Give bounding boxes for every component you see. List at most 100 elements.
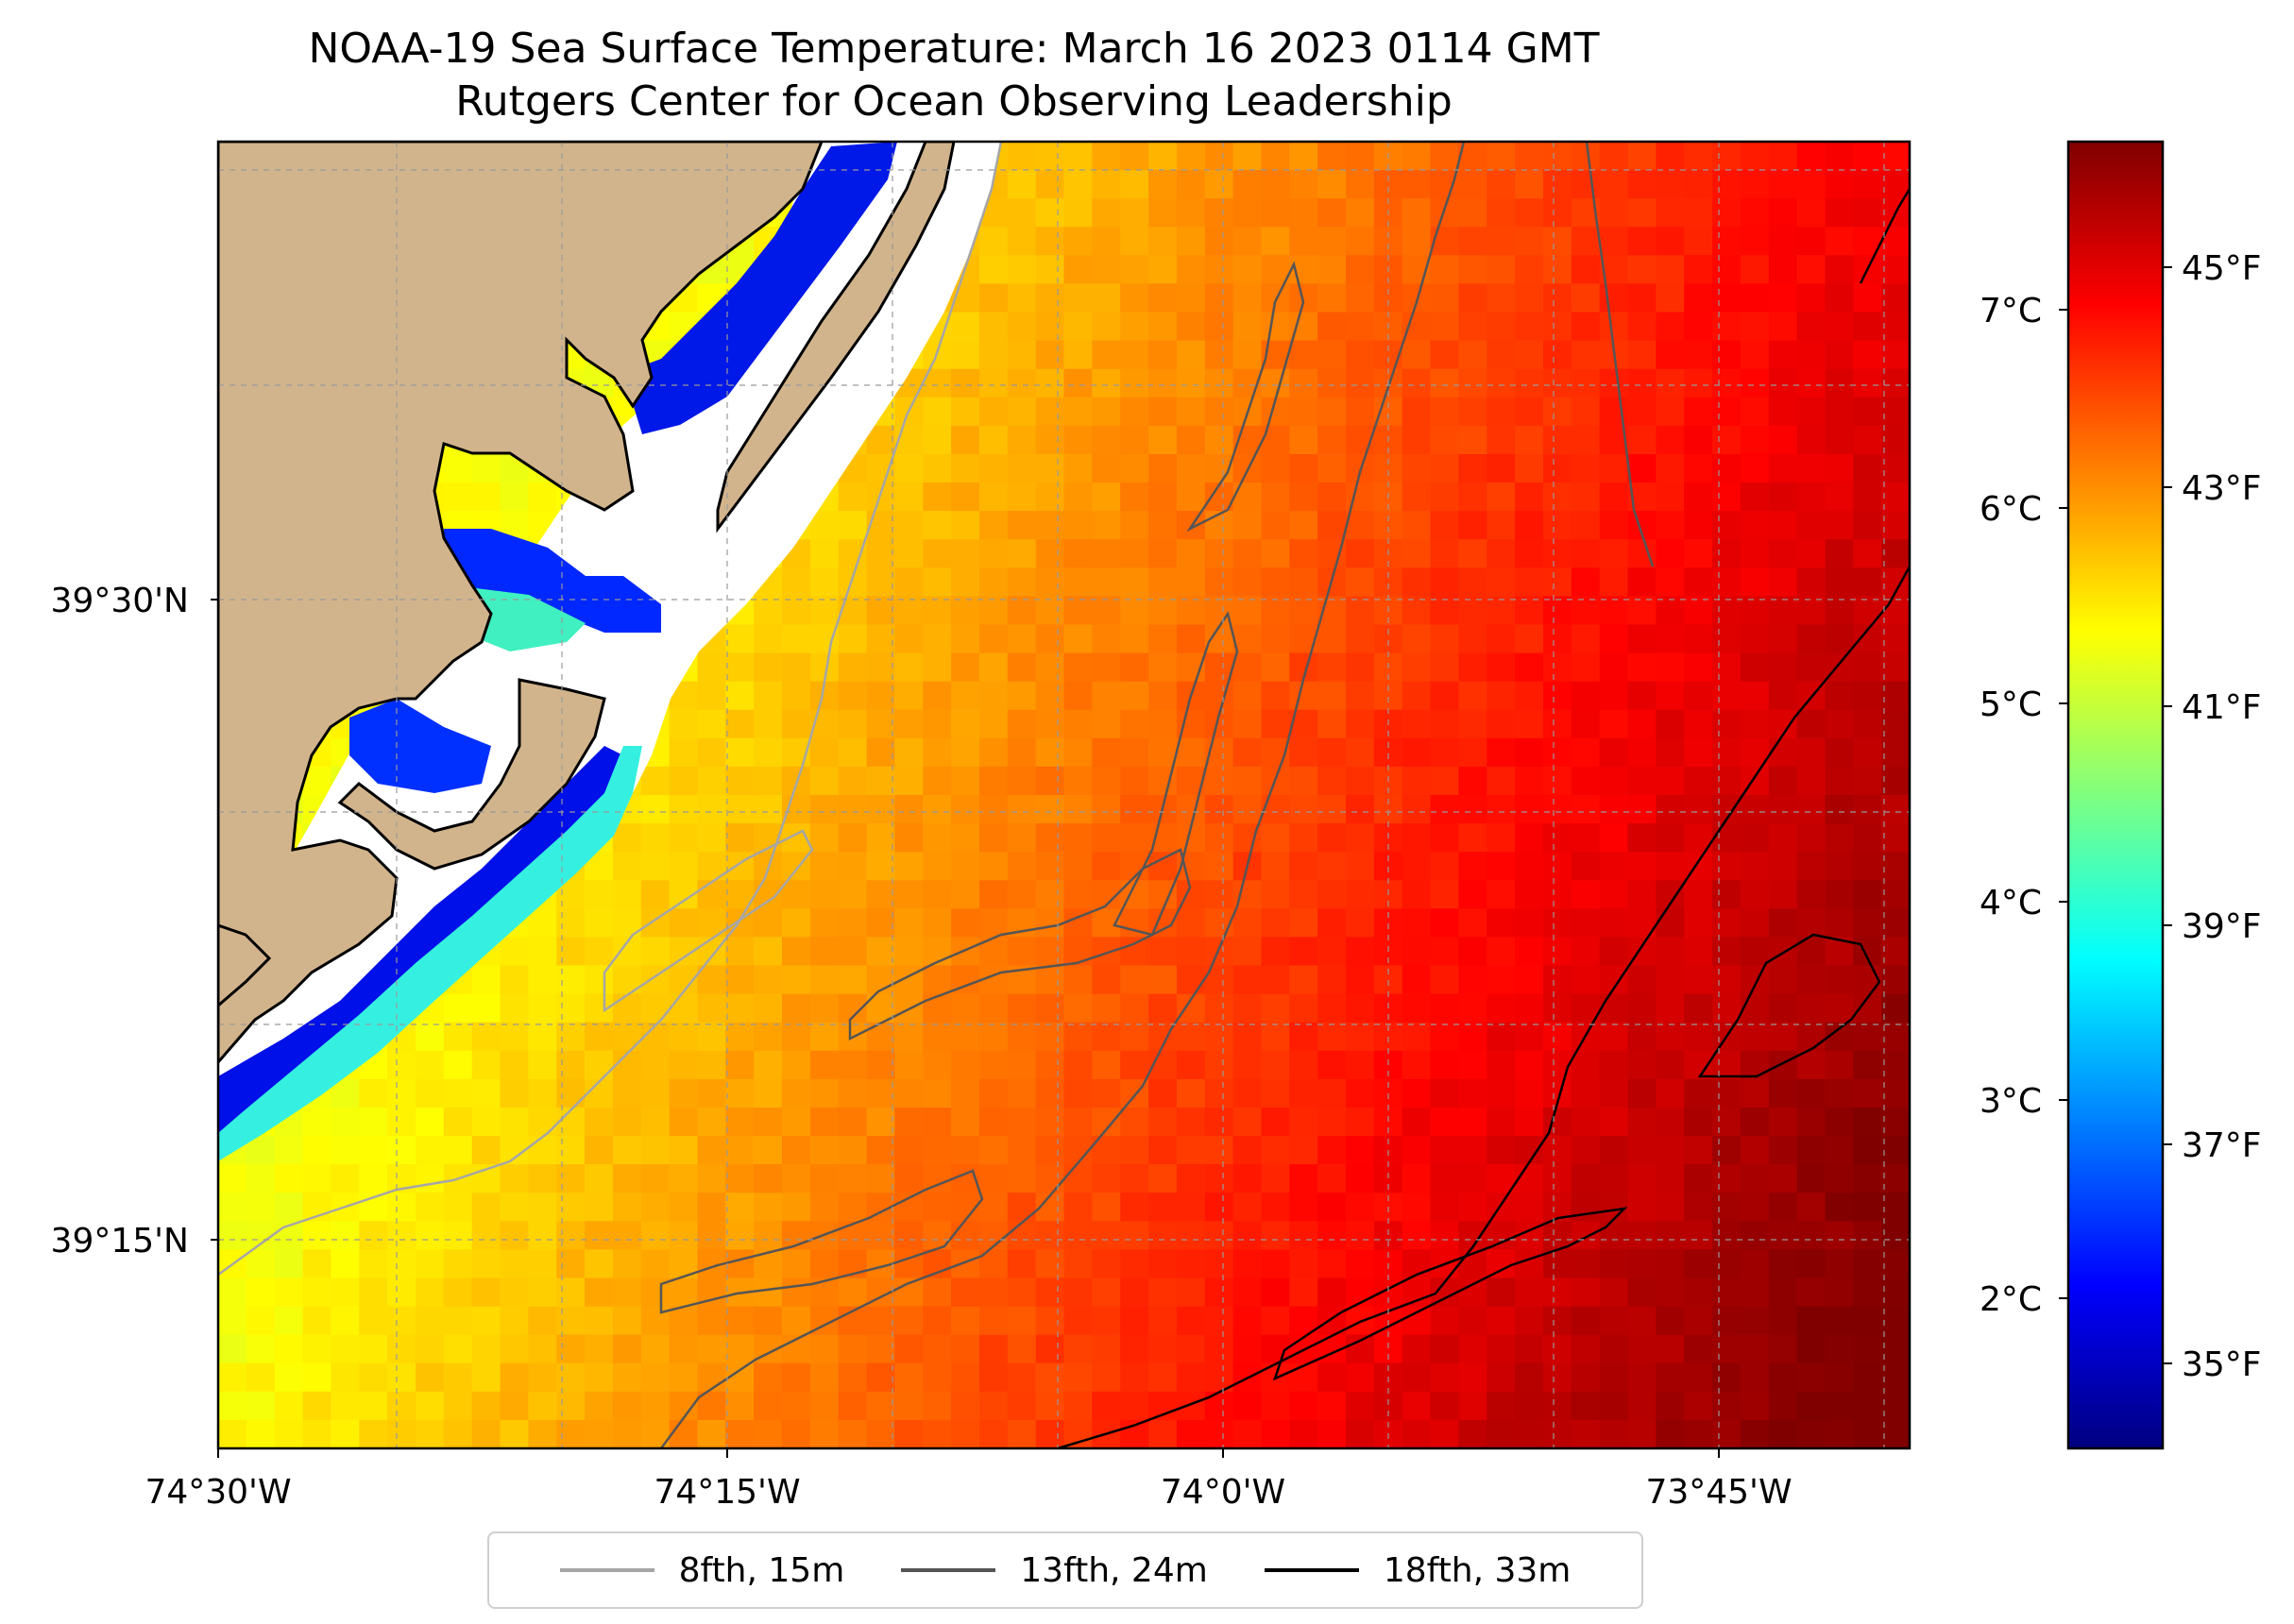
sst-cell <box>443 1277 473 1308</box>
sst-cell <box>1571 1050 1601 1080</box>
sst-cell <box>1684 937 1713 967</box>
sst-cell <box>894 596 924 626</box>
sst-cell <box>1881 709 1910 739</box>
sst-cell <box>1543 823 1572 853</box>
sst-cell <box>1289 454 1318 483</box>
sst-cell <box>1656 681 1685 711</box>
sst-cell <box>331 1334 360 1364</box>
sst-cell <box>359 1277 388 1308</box>
sst-cell <box>1176 1391 1206 1421</box>
sst-cell <box>1487 880 1516 909</box>
sst-cell <box>1120 766 1149 796</box>
sst-cell <box>1543 1306 1572 1336</box>
sst-cell <box>1007 823 1037 853</box>
sst-cell <box>302 1362 332 1393</box>
sst-cell <box>1261 624 1290 654</box>
celsius-tick-5: 5°C <box>1980 685 2042 724</box>
sst-cell <box>1543 965 1572 995</box>
sst-cell <box>1007 1306 1037 1336</box>
sst-cell <box>923 596 952 626</box>
sst-cell <box>1487 965 1516 995</box>
sst-cell <box>1430 312 1459 342</box>
sst-cell <box>1853 1078 1882 1108</box>
sst-cell <box>612 1050 642 1080</box>
sst-cell <box>1120 368 1149 398</box>
sst-cell <box>1317 397 1347 427</box>
fahrenheit-tick-45: 45°F <box>2182 249 2262 288</box>
sst-cell <box>866 880 896 909</box>
sst-cell <box>697 937 726 967</box>
sst-cell <box>528 1193 557 1222</box>
sst-cell <box>1261 482 1290 512</box>
sst-cell <box>1148 1249 1178 1279</box>
sst-cell <box>1232 681 1263 711</box>
sst-cell <box>809 766 840 796</box>
sst-cell <box>1289 397 1318 427</box>
sst-cell <box>697 1050 726 1080</box>
sst-cell <box>894 511 924 540</box>
sst-cell <box>1740 1419 1770 1448</box>
sst-cell <box>1712 454 1742 483</box>
sst-cell <box>1881 1362 1910 1393</box>
sst-cell <box>1261 1419 1290 1448</box>
sst-cell <box>1825 596 1854 626</box>
sst-cell <box>1346 1078 1375 1108</box>
sst-cell <box>1487 1362 1516 1393</box>
sst-cell <box>1543 937 1572 967</box>
sst-cell <box>951 709 980 739</box>
sst-cell <box>500 1419 529 1448</box>
sst-cell <box>1515 1108 1544 1137</box>
sst-cell <box>302 1136 332 1165</box>
sst-cell <box>1148 397 1178 427</box>
sst-cell <box>1853 795 1882 824</box>
sst-cell <box>1176 1193 1206 1222</box>
sst-cell <box>1853 454 1882 483</box>
sst-cell <box>1261 312 1290 342</box>
colorbar-gradient <box>2066 140 2165 1450</box>
sst-cell <box>443 1362 473 1393</box>
sst-cell <box>1176 1249 1206 1279</box>
sst-cell <box>1092 1022 1121 1052</box>
sst-cell <box>697 1108 726 1137</box>
sst-cell <box>1881 908 1910 938</box>
sst-cell <box>782 965 811 995</box>
sst-cell <box>528 965 557 995</box>
sst-cell <box>1007 170 1037 199</box>
sst-cell <box>416 1391 445 1421</box>
sst-cell <box>1487 908 1516 938</box>
sst-cell <box>1007 1078 1037 1108</box>
sst-cell <box>1120 340 1149 370</box>
sst-cell <box>612 1249 642 1279</box>
sst-cell <box>1515 624 1544 654</box>
sst-cell <box>1627 681 1657 711</box>
sst-cell <box>1543 255 1572 284</box>
sst-cell <box>1740 397 1770 427</box>
sst-cell <box>556 1221 586 1250</box>
sst-cell <box>1684 227 1713 256</box>
sst-cell <box>1515 312 1544 342</box>
sst-cell <box>1458 1306 1487 1336</box>
sst-cell <box>1740 340 1770 370</box>
sst-cell <box>1487 198 1516 228</box>
sst-cell <box>1063 340 1093 370</box>
sst-cell <box>1148 198 1178 228</box>
sst-cell <box>1402 1277 1432 1308</box>
sst-cell <box>1261 170 1290 199</box>
sst-cell <box>951 1136 980 1165</box>
sst-cell <box>669 823 699 853</box>
sst-cell <box>1684 255 1713 284</box>
sst-cell <box>1825 1136 1854 1165</box>
sst-cell <box>1768 993 1798 1023</box>
celsius-tick-2: 2°C <box>1980 1280 2042 1319</box>
sst-cell <box>669 1334 699 1364</box>
sst-cell <box>1515 709 1544 739</box>
sst-cell <box>923 482 952 512</box>
sst-cell <box>302 1108 332 1137</box>
sst-cell <box>1120 709 1149 739</box>
sst-cell <box>1289 937 1318 967</box>
sst-cell <box>1373 511 1403 540</box>
sst-cell <box>1402 709 1432 739</box>
sst-cell <box>1007 681 1037 711</box>
sst-cell <box>331 1391 360 1421</box>
sst-cell <box>782 880 811 909</box>
